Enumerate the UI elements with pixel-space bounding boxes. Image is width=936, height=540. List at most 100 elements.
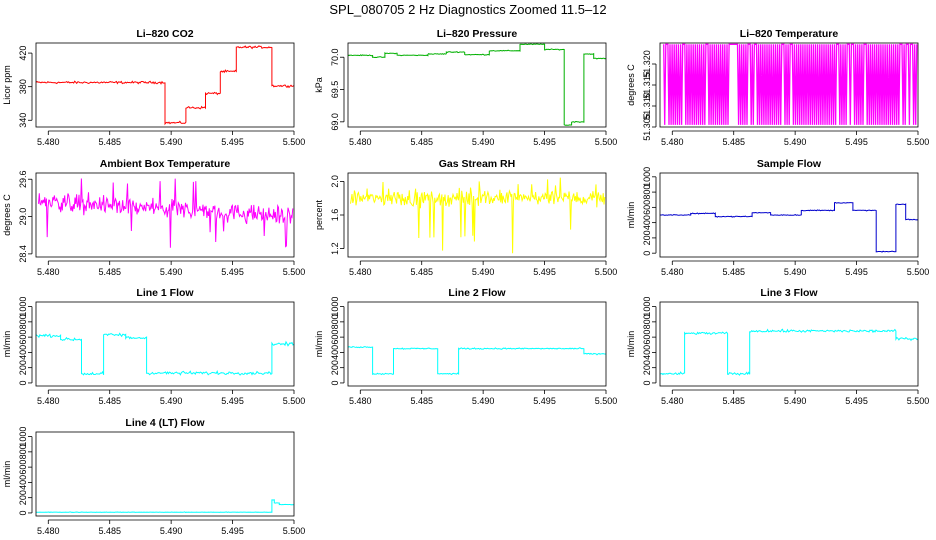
x-tick-label: 5.500 — [283, 526, 306, 536]
y-tick-label: 51.320 — [642, 50, 652, 78]
x-tick-label: 5.480 — [349, 396, 372, 406]
x-tick-label: 5.490 — [784, 267, 807, 277]
y-tick-label: 340 — [18, 113, 28, 128]
series-line — [38, 178, 294, 248]
chart-panel: Line 4 (LT) Flow ml/min 5.480 5.485 5.490 5.4… — [2, 417, 305, 536]
y-axis-label: ml/min — [314, 331, 324, 358]
x-tick-label: 5.485 — [410, 396, 433, 406]
y-tick-label: 51.310 — [642, 92, 652, 120]
x-tick-label: 5.495 — [221, 526, 244, 536]
panel-title: Li–820 Temperature — [740, 28, 839, 40]
chart-panel: Sample Flow ml/min 5.480 5.485 5.490 5.495 5.5… — [626, 158, 929, 277]
y-tick-label: 69.0 — [330, 113, 340, 131]
x-tick-label: 5.480 — [37, 267, 60, 277]
y-axis-label: ml/min — [2, 461, 12, 488]
panel-title: Li–820 CO2 — [136, 28, 193, 40]
y-axis-label: ml/min — [2, 331, 12, 358]
y-tick-label: 400 — [330, 345, 340, 360]
x-tick-label: 5.490 — [160, 137, 183, 147]
plot-frame — [659, 42, 919, 128]
x-tick-label: 5.480 — [349, 137, 372, 147]
x-tick-label: 5.480 — [37, 526, 60, 536]
y-tick-label: 600 — [330, 330, 340, 345]
plot-frame — [347, 301, 607, 387]
x-tick-label: 5.500 — [595, 396, 618, 406]
y-tick-label: 1000 — [18, 297, 28, 317]
plot-frame — [35, 301, 295, 387]
x-tick-label: 5.500 — [283, 396, 306, 406]
x-tick-label: 5.485 — [722, 137, 745, 147]
x-tick-label: 5.495 — [221, 396, 244, 406]
x-tick-label: 5.485 — [98, 137, 121, 147]
series-line — [35, 45, 295, 126]
plot-frame — [347, 42, 607, 128]
chart-panel: Line 1 Flow ml/min 5.480 5.485 5.490 5.495 5.5… — [2, 287, 305, 406]
x-tick-label: 5.485 — [410, 137, 433, 147]
x-tick-label: 5.500 — [283, 137, 306, 147]
y-tick-label: 400 — [18, 345, 28, 360]
x-tick-label: 5.500 — [595, 267, 618, 277]
x-tick-label: 5.500 — [595, 137, 618, 147]
y-tick-label: 600 — [18, 460, 28, 475]
y-tick-label: 800 — [18, 444, 28, 459]
y-tick-label: 200 — [330, 360, 340, 375]
plot-frame — [35, 42, 295, 128]
plot-frame — [659, 301, 919, 387]
plot-frame — [35, 172, 295, 258]
y-axis-label: percent — [314, 199, 324, 230]
y-tick-label: 1.6 — [330, 209, 340, 222]
y-tick-label: 1000 — [330, 297, 340, 317]
x-tick-label: 5.485 — [722, 396, 745, 406]
x-tick-label: 5.495 — [221, 267, 244, 277]
x-tick-label: 5.480 — [661, 396, 684, 406]
chart-panel: Line 3 Flow ml/min 5.480 5.485 5.490 5.495 5.5… — [626, 287, 929, 406]
x-tick-label: 5.495 — [845, 396, 868, 406]
series-line — [347, 345, 607, 376]
x-tick-label: 5.495 — [221, 137, 244, 147]
chart-panel: Ambient Box Temperature degrees C 5.480 5.4… — [2, 158, 305, 277]
x-tick-label: 5.480 — [661, 137, 684, 147]
plot-frame — [347, 172, 607, 258]
x-tick-label: 5.480 — [661, 267, 684, 277]
y-tick-label: 0 — [18, 380, 28, 385]
x-tick-label: 5.480 — [37, 396, 60, 406]
y-tick-label: 600 — [642, 200, 652, 215]
panel-title: Sample Flow — [757, 158, 822, 170]
y-tick-label: 0 — [18, 510, 28, 515]
y-tick-label: 70.0 — [330, 48, 340, 66]
x-tick-label: 5.500 — [907, 396, 930, 406]
figure-title: SPL_080705 2 Hz Diagnostics Zoomed 11.5–… — [329, 2, 606, 17]
y-tick-label: 200 — [18, 490, 28, 505]
x-tick-label: 5.495 — [533, 267, 556, 277]
series-line — [35, 332, 295, 376]
y-axis-label: ml/min — [626, 202, 636, 229]
x-tick-label: 5.485 — [98, 396, 121, 406]
y-tick-label: 400 — [642, 215, 652, 230]
y-tick-label: 800 — [18, 314, 28, 329]
x-tick-label: 5.485 — [98, 267, 121, 277]
x-tick-label: 5.495 — [533, 396, 556, 406]
panel-title: Gas Stream RH — [439, 158, 515, 170]
y-tick-label: 1000 — [642, 167, 652, 187]
chart-panel: Li–820 Pressure kPa 5.480 5.485 5.490 5.495 5.… — [314, 28, 617, 147]
y-axis-label: degrees C — [2, 194, 12, 236]
x-tick-label: 5.495 — [845, 137, 868, 147]
panel-title: Ambient Box Temperature — [100, 158, 231, 170]
x-tick-label: 5.485 — [410, 267, 433, 277]
y-tick-label: 800 — [330, 314, 340, 329]
y-tick-label: 1000 — [642, 297, 652, 317]
y-tick-label: 200 — [642, 360, 652, 375]
series-line — [663, 43, 918, 125]
plot-frame — [35, 431, 295, 517]
x-tick-label: 5.495 — [845, 267, 868, 277]
y-tick-label: 69.5 — [330, 81, 340, 99]
x-tick-label: 5.485 — [98, 526, 121, 536]
series-line — [659, 201, 919, 253]
y-axis-label: kPa — [314, 77, 324, 93]
y-tick-label: 51.315 — [642, 71, 652, 99]
y-tick-label: 400 — [642, 345, 652, 360]
y-axis-label: degrees C — [626, 64, 636, 106]
panel-title: Li–820 Pressure — [437, 28, 518, 40]
y-tick-label: 1000 — [18, 427, 28, 447]
